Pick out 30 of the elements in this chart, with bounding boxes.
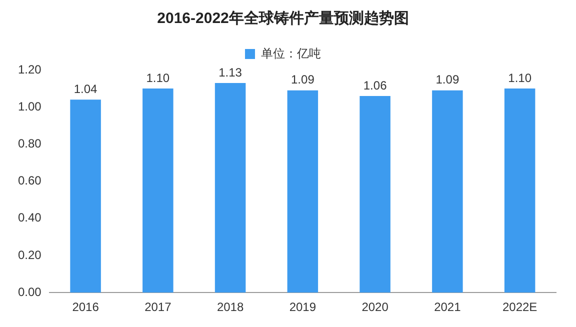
y-tick-label: 1.00	[18, 99, 42, 114]
x-tick-label: 2020	[362, 300, 389, 314]
legend-label: 单位：亿吨	[261, 46, 321, 60]
x-tick-label: 2018	[216, 300, 244, 314]
x-tick-label: 2017	[144, 300, 172, 314]
text: 1.10	[146, 70, 170, 85]
x-tick-label: 2016	[72, 300, 100, 314]
y-tick-label: 0.00	[18, 284, 42, 299]
chart-title: 2016-2022年全球铸件产量预测趋势图	[157, 10, 409, 28]
y-tick-label: 1.20	[18, 62, 42, 76]
bar	[360, 96, 390, 293]
y-tick-label: 0.80	[18, 136, 42, 151]
bar	[504, 88, 536, 293]
bar	[70, 100, 101, 293]
bar	[214, 82, 246, 293]
y-tick-label: 0.20	[18, 248, 42, 262]
text: 1.10	[508, 70, 532, 85]
x-tick-label: 2021	[434, 300, 462, 314]
y-tick-label: 0.60	[18, 174, 42, 188]
text: 1.06	[363, 78, 387, 92]
y-tick-label: 0.40	[18, 210, 42, 225]
text: 1.04	[74, 82, 98, 96]
text: 1.09	[436, 72, 460, 87]
x-tick-label: 2019	[289, 300, 316, 314]
x-tick-label: 2022E	[502, 300, 538, 314]
bar	[142, 88, 174, 293]
text: 1.09	[291, 72, 314, 87]
bar	[432, 90, 463, 293]
text: 1.13	[218, 65, 242, 80]
bar	[287, 90, 318, 293]
